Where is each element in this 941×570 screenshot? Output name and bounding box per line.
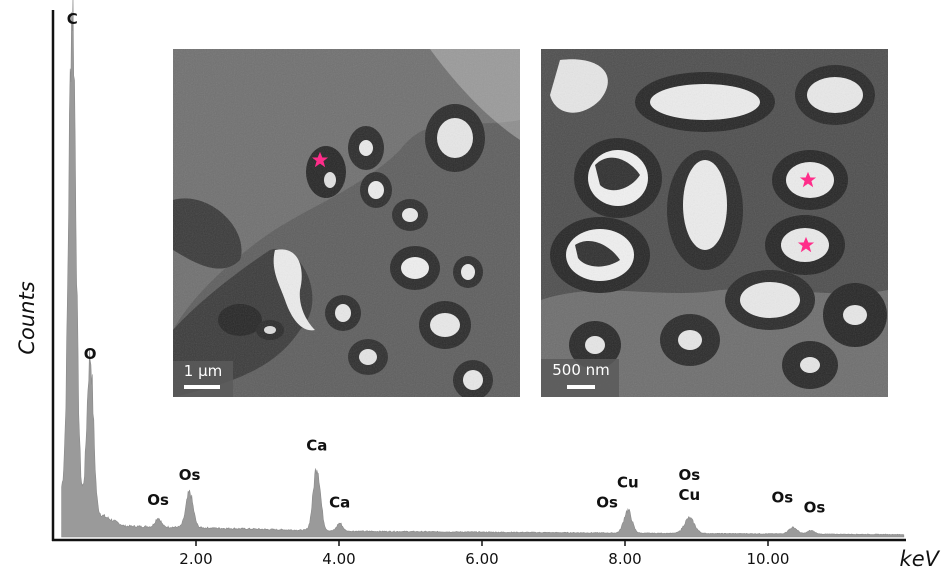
scale-bar-label: 500 nm [552,361,610,379]
scale-bar [184,385,220,389]
x-tick-label: 10.00 [747,550,790,568]
peak-label: Os [179,466,201,484]
peak-label: O [84,345,97,363]
y-axis-label: Counts [15,281,39,354]
peak-label: Os [147,491,169,509]
peak-label: Os [804,498,826,516]
peak-label: Os [771,488,793,506]
peak-label: Os [679,466,701,484]
peak-label: Cu [617,474,639,492]
x-axis-ticks [195,540,769,546]
x-tick-label: 4.00 [322,550,355,568]
scale-bar [567,385,595,389]
x-axis-tick-labels: 2.00 4.00 6.00 8.00 10.00 [179,550,789,568]
peak-label: Ca [329,493,350,511]
scale-bar-label: 1 µm [184,362,222,380]
peak-label: Cu [679,486,701,504]
tem-inset-1: 1 µm [173,49,520,397]
x-tick-label: 6.00 [465,550,498,568]
spectrum-area [61,0,905,538]
peak-label: Os [596,493,618,511]
x-axis-label: keV [900,547,941,570]
x-tick-label: 2.00 [179,550,212,568]
peak-label: Ca [306,436,327,454]
tem-inset-2: 500 nm [541,49,888,397]
x-tick-label: 8.00 [608,550,641,568]
peak-label: C [67,10,78,28]
